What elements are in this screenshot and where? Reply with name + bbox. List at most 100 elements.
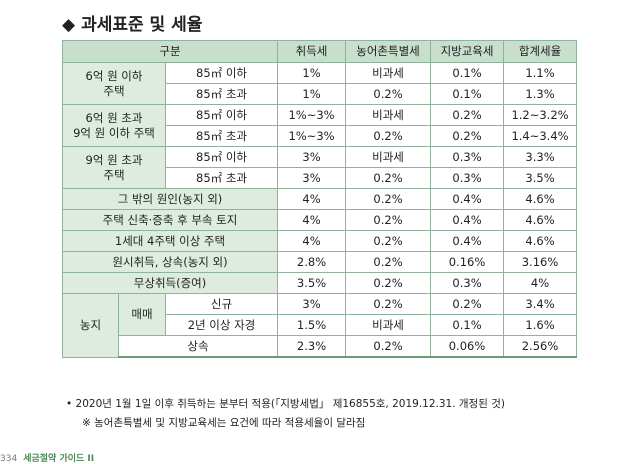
cell-rural-special-tax: 0.2%	[345, 188, 432, 210]
page-number: 334	[0, 454, 18, 464]
cell-rural-special-tax: 0.2%	[345, 293, 432, 315]
cell-local-education-tax: 0.3%	[430, 167, 505, 189]
cell-total-rate: 3.3%	[503, 146, 578, 168]
row-group-label: 6억 원 초과 9억 원 이하 주택	[62, 104, 166, 147]
cell-rural-special-tax: 0.2%	[345, 230, 432, 252]
cell-acquisition-tax: 3%	[277, 167, 347, 189]
header-total-rate: 합계세율	[503, 40, 578, 63]
row-sub-label: 85㎡ 초과	[164, 167, 279, 189]
cell-total-rate: 1.1%	[503, 62, 578, 84]
table-row: 2년 이상 자경 1.5% 비과세 0.1% 1.6%	[63, 314, 578, 336]
section-heading: ◆ 과세표준 및 세율	[62, 10, 202, 35]
table-row: 그 밖의 원인(농지 외) 4% 0.2% 0.4% 4.6%	[61, 188, 578, 210]
cell-acquisition-tax: 4%	[277, 230, 347, 252]
cell-acquisition-tax: 4%	[277, 188, 347, 210]
table-row: 85㎡ 초과 1% 0.2% 0.1% 1.3%	[63, 83, 578, 105]
cell-acquisition-tax: 1%~3%	[277, 104, 347, 126]
cell-rural-special-tax: 0.2%	[345, 125, 432, 147]
cell-rural-special-tax: 0.2%	[345, 251, 432, 273]
footnote-rate-condition: ※ 농어촌특별세 및 지방교육세는 요건에 따라 적용세율이 달라짐	[82, 417, 366, 429]
cell-local-education-tax: 0.1%	[430, 83, 505, 105]
footnotes: • 2020년 1월 1일 이후 취득하는 분부터 적용(「지방세법」 제168…	[66, 395, 505, 433]
cell-rural-special-tax: 0.2%	[345, 272, 432, 294]
cell-local-education-tax: 0.2%	[430, 125, 505, 147]
cell-local-education-tax: 0.4%	[430, 188, 505, 210]
cell-total-rate: 4.6%	[503, 209, 578, 231]
cell-rural-special-tax: 비과세	[345, 62, 432, 84]
row-sub-label: 85㎡ 초과	[164, 83, 279, 105]
cell-total-rate: 1.6%	[503, 314, 578, 336]
table-row: 무상취득(증여) 3.5% 0.2% 0.3% 4%	[61, 272, 578, 294]
diamond-bullet-icon: ◆	[62, 15, 76, 35]
table-row: 6억 원 초과 9억 원 이하 주택 85㎡ 이하 1%~3% 비과세 0.2% …	[62, 104, 578, 147]
cell-acquisition-tax: 2.8%	[277, 251, 347, 273]
cell-acquisition-tax: 3.5%	[277, 272, 347, 294]
cell-total-rate: 1.3%	[503, 83, 578, 105]
row-group-label: 농지	[62, 293, 119, 358]
cell-acquisition-tax: 4%	[277, 209, 347, 231]
cell-total-rate: 4%	[503, 272, 578, 294]
cell-total-rate: 3.16%	[503, 251, 578, 273]
row-sub-label: 85㎡ 이하	[164, 146, 279, 168]
row-label: 그 밖의 원인(농지 외)	[61, 188, 279, 210]
cell-total-rate: 1.2~3.2%	[503, 104, 578, 126]
row-label: 무상취득(증여)	[61, 272, 279, 294]
row-label: 1세대 4주택 이상 주택	[61, 230, 279, 252]
table-row: 85㎡ 초과 3% 0.2% 0.3% 3.5%	[63, 167, 578, 189]
cell-rural-special-tax: 0.2%	[345, 335, 432, 358]
cell-rural-special-tax: 0.2%	[345, 167, 432, 189]
cell-local-education-tax: 0.1%	[430, 314, 505, 336]
page-footer: 334 세금절약 가이드 II	[0, 451, 94, 464]
row-sub-label: 85㎡ 초과	[164, 125, 279, 147]
cell-local-education-tax: 0.4%	[430, 230, 505, 252]
header-acquisition-tax: 취득세	[277, 40, 347, 63]
cell-total-rate: 4.6%	[503, 230, 578, 252]
cell-rural-special-tax: 비과세	[345, 146, 432, 168]
cell-rural-special-tax: 비과세	[345, 104, 432, 126]
row-label: 주택 신축·증축 후 부속 토지	[61, 209, 279, 231]
cell-local-education-tax: 0.3%	[430, 146, 505, 168]
cell-local-education-tax: 0.2%	[430, 104, 505, 126]
row-group-label: 9억 원 초과 주택	[62, 146, 166, 189]
cell-local-education-tax: 0.16%	[430, 251, 505, 273]
cell-rural-special-tax: 비과세	[345, 314, 432, 336]
table-row: 농지 매매 신규 3% 0.2% 0.2% 3.4%	[62, 293, 578, 358]
header-category: 구분	[61, 40, 279, 63]
cell-acquisition-tax: 1%	[277, 83, 347, 105]
cell-rural-special-tax: 0.2%	[345, 209, 432, 231]
row-sub-label: 상속	[117, 335, 279, 358]
cell-local-education-tax: 0.2%	[430, 293, 505, 315]
section-title: 과세표준 및 세율	[81, 15, 203, 35]
cell-rural-special-tax: 0.2%	[345, 83, 432, 105]
row-sub-label: 85㎡ 이하	[164, 62, 279, 84]
header-rural-special-tax: 농어촌특별세	[345, 40, 432, 63]
cell-local-education-tax: 0.4%	[430, 209, 505, 231]
cell-total-rate: 3.4%	[503, 293, 578, 315]
table-row: 9억 원 초과 주택 85㎡ 이하 3% 비과세 0.3% 3.3%	[62, 146, 578, 189]
cell-local-education-tax: 0.06%	[430, 335, 505, 358]
row-label: 원시취득, 상속(농지 외)	[61, 251, 279, 273]
table-header-row: 구분 취득세 농어촌특별세 지방교육세 합계세율	[61, 40, 578, 63]
table-row: 주택 신축·증축 후 부속 토지 4% 0.2% 0.4% 4.6%	[61, 209, 578, 231]
cell-total-rate: 2.56%	[503, 335, 578, 358]
cell-total-rate: 3.5%	[503, 167, 578, 189]
cell-total-rate: 1.4~3.4%	[503, 125, 578, 147]
cell-acquisition-tax: 3%	[277, 293, 347, 315]
row-sub-label: 2년 이상 자경	[164, 314, 279, 336]
table-row: 1세대 4주택 이상 주택 4% 0.2% 0.4% 4.6%	[61, 230, 578, 252]
header-local-education-tax: 지방교육세	[430, 40, 505, 63]
row-sub-label: 신규	[164, 293, 279, 315]
row-group-label: 6억 원 이하 주택	[62, 62, 166, 105]
row-mid-label: 매매	[118, 293, 166, 336]
table-row: 원시취득, 상속(농지 외) 2.8% 0.2% 0.16% 3.16%	[61, 251, 578, 273]
cell-local-education-tax: 0.1%	[430, 62, 505, 84]
cell-local-education-tax: 0.3%	[430, 272, 505, 294]
book-series-title: 세금절약 가이드 II	[23, 454, 95, 464]
cell-acquisition-tax: 1.5%	[277, 314, 347, 336]
cell-acquisition-tax: 1%	[277, 62, 347, 84]
table-row: 상속 2.3% 0.2% 0.06% 2.56%	[63, 335, 578, 358]
cell-acquisition-tax: 3%	[277, 146, 347, 168]
cell-total-rate: 4.6%	[503, 188, 578, 210]
tax-rate-table: 구분 취득세 농어촌특별세 지방교육세 합계세율 6억 원 이하 주택 85㎡ 이…	[61, 40, 578, 358]
footnote-effective-date: • 2020년 1월 1일 이후 취득하는 분부터 적용(「지방세법」 제168…	[66, 398, 505, 410]
